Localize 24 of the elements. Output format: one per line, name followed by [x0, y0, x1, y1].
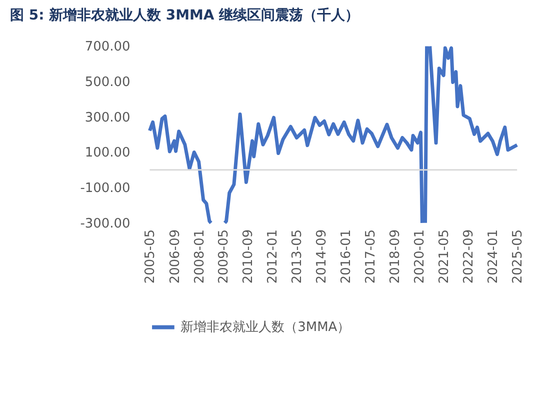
x-tick-label: 2014-09 [314, 229, 330, 284]
x-tick-label: 2017-05 [364, 229, 379, 284]
x-tick-label: 2022-09 [462, 229, 477, 284]
chart-title: 图 5: 新增非农就业人数 3MMA 继续区间震荡（千人） [10, 6, 360, 24]
legend-label: 新增非农就业人数（3MMA） [180, 320, 350, 336]
x-tick-label: 2005-05 [143, 229, 158, 284]
x-tick-label: 2025-05 [510, 229, 526, 284]
y-tick-label: 500.00 [84, 75, 130, 90]
x-tick-label: 2021-05 [437, 229, 452, 284]
x-tick-label: 2024-01 [486, 229, 502, 284]
x-tick-label: 2008-01 [192, 229, 208, 284]
y-tick-label: 100.00 [84, 146, 130, 161]
y-tick-label: -300.00 [80, 216, 130, 232]
y-tick-label: -100.00 [80, 181, 130, 196]
x-tick-label: 2006-09 [168, 229, 183, 284]
x-tick-label: 2012-01 [266, 229, 281, 284]
y-tick-label: 300.00 [84, 110, 130, 126]
y-tick-label: 700.00 [84, 40, 130, 55]
x-tick-label: 2018-09 [388, 229, 404, 284]
x-tick-label: 2009-05 [216, 229, 232, 284]
x-tick-label: 2020-01 [412, 229, 428, 284]
x-tick-label: 2016-01 [339, 229, 354, 284]
x-tick-label: 2013-05 [290, 229, 306, 284]
x-tick-label: 2010-09 [241, 229, 256, 284]
